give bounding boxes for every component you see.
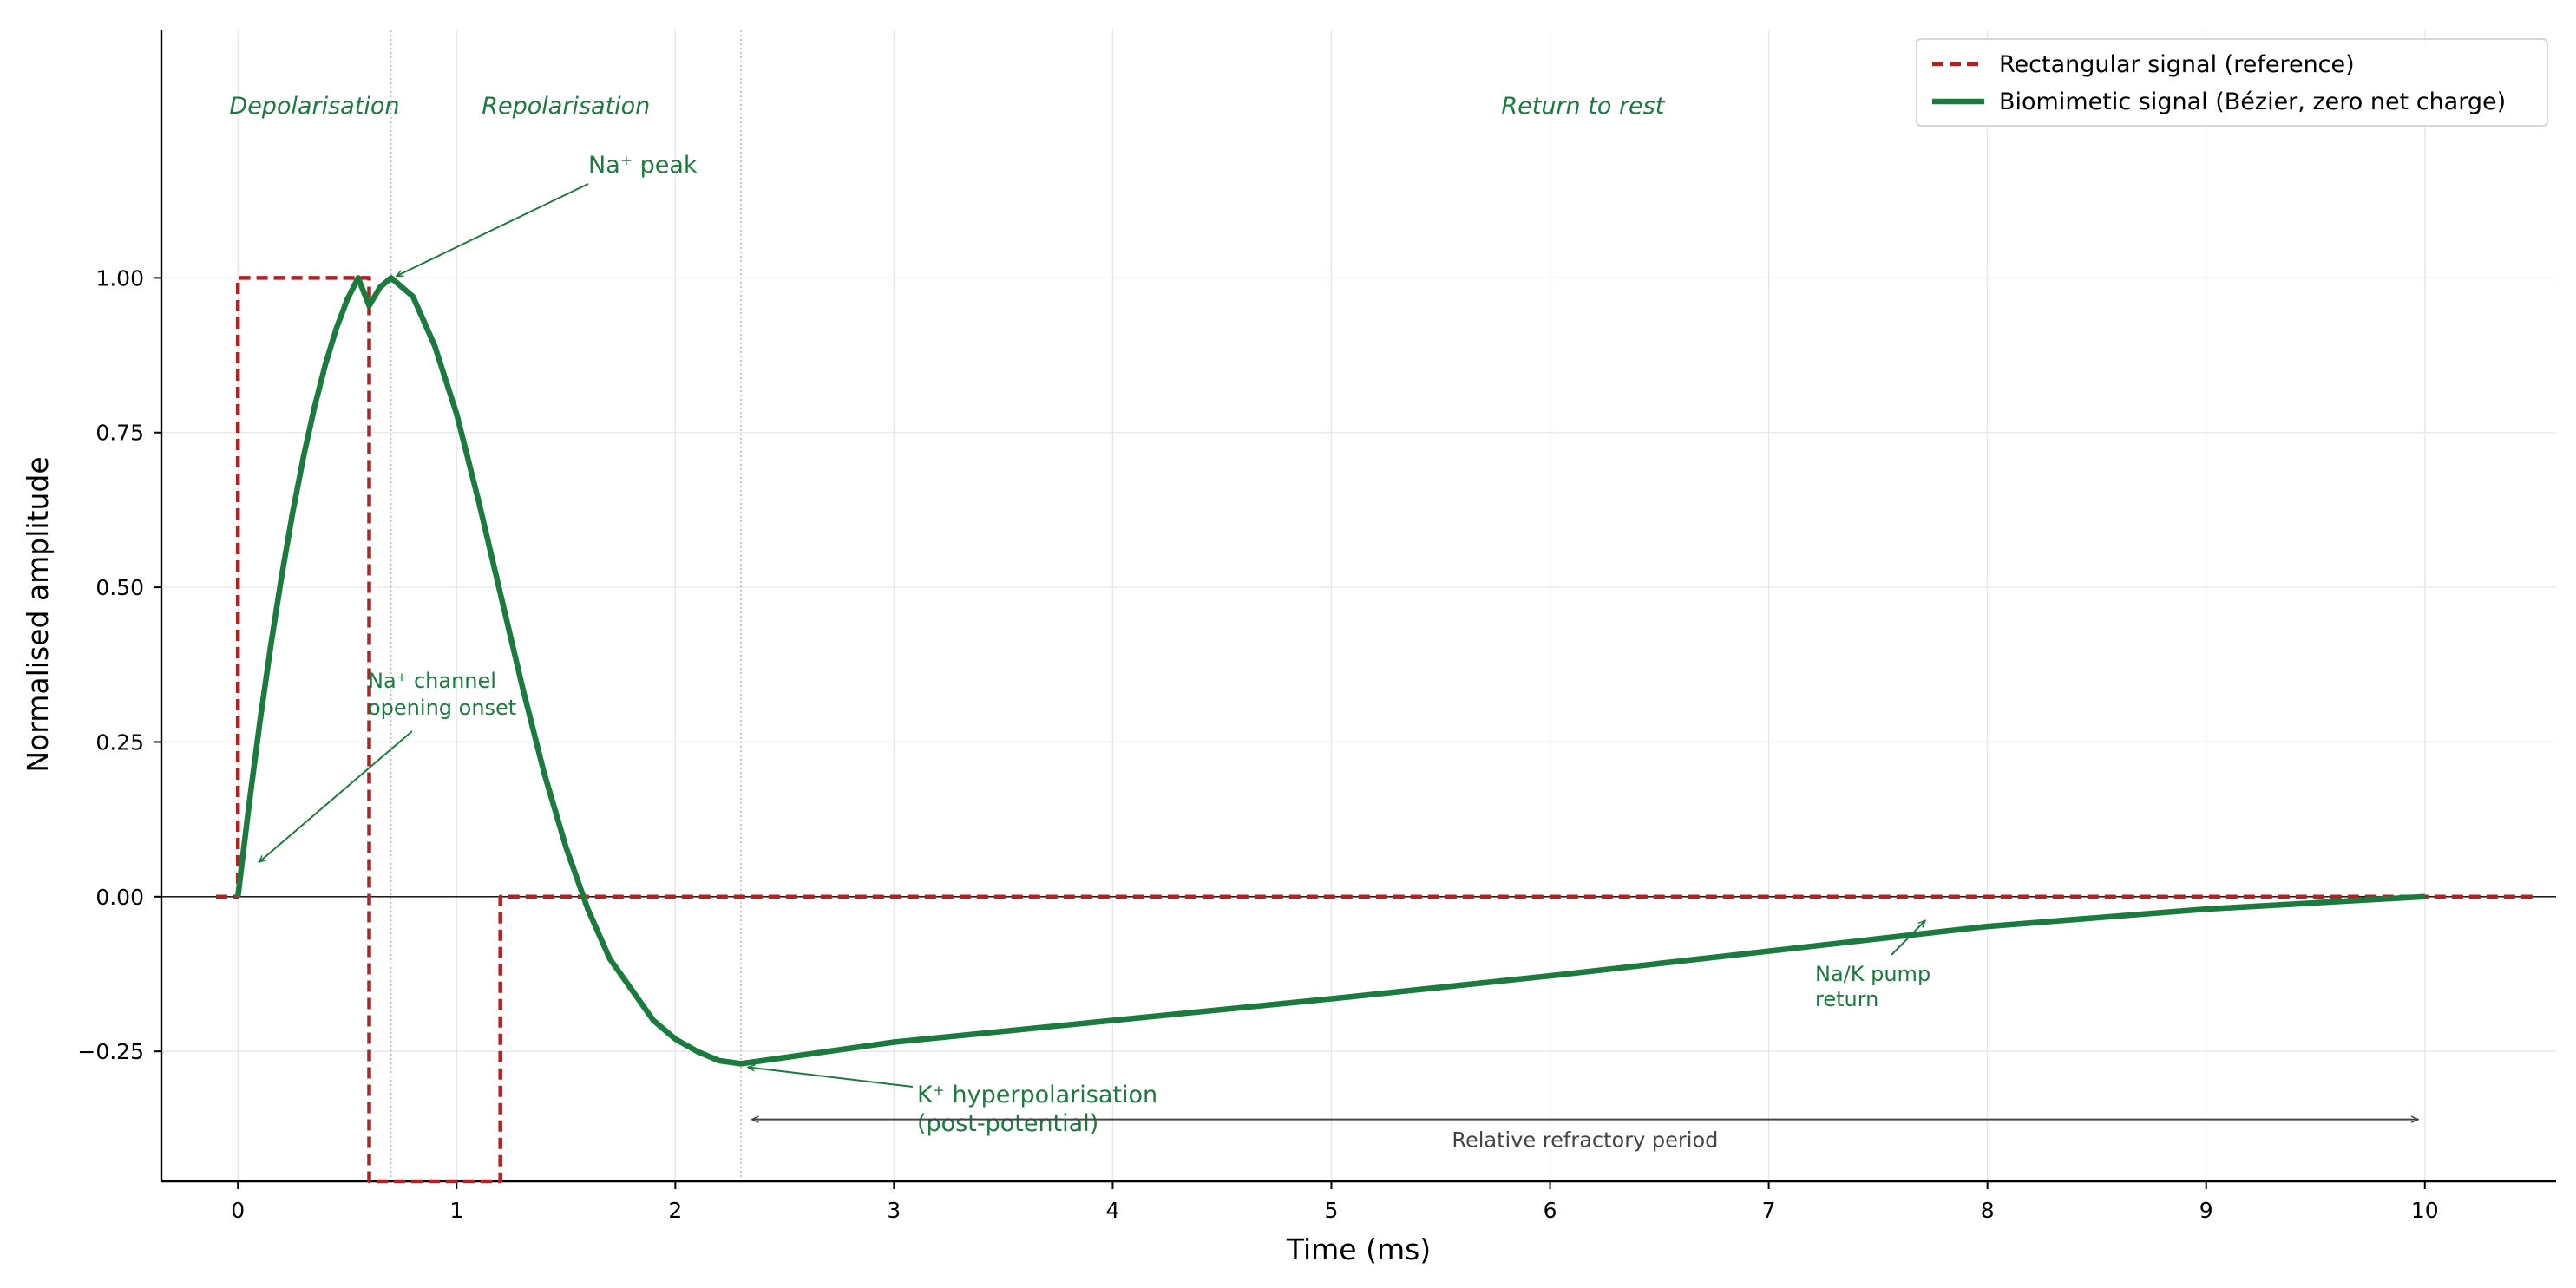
- axes: 0 1 2 3 4 5 6 7 8 9 10 −0.25 0.00 0.25 0.50 0.75 1.00 Tim…: [21, 30, 2556, 1266]
- k-hyperpolarisation-label: K⁺ hyperpolarisation (post-potential): [917, 1082, 1157, 1137]
- k-hyperpolarisation-arrow: [748, 1067, 914, 1088]
- rectangular-signal-line: [216, 276, 2534, 1184]
- na-channel-label: Na⁺ channel opening onset: [368, 669, 516, 720]
- y-tick-label: −0.25: [77, 1039, 144, 1064]
- legend: Rectangular signal (reference) Biomimetic…: [1916, 38, 2548, 127]
- x-tick-label: 9: [2199, 1198, 2213, 1223]
- na-k-pump-label: Na/K pump return: [1815, 962, 1930, 1011]
- y-tick-label: 0.00: [95, 885, 144, 910]
- y-tick-label: 0.75: [95, 421, 144, 446]
- x-tick-label: 6: [1544, 1198, 1557, 1223]
- phase-label: Depolarisation: [229, 93, 399, 120]
- na-peak-label: Na⁺ peak: [588, 152, 698, 179]
- x-tick-label: 7: [1762, 1198, 1776, 1223]
- legend-label-rectangular: Rectangular signal (reference): [1999, 51, 2355, 78]
- x-axis-label: Time (ms): [1286, 1232, 1431, 1266]
- x-tick-label: 3: [887, 1198, 901, 1223]
- x-tick-label: 1: [449, 1198, 463, 1223]
- phase-label: Return to rest: [1501, 93, 1665, 120]
- x-tick-label: 2: [668, 1198, 682, 1223]
- x-tick-label: 4: [1105, 1198, 1119, 1223]
- refractory-span-label: Relative refractory period: [1452, 1128, 1718, 1153]
- series-layer: [216, 275, 2534, 1184]
- annotations: Depolarisation Repolarisation Return to re…: [229, 93, 2418, 1153]
- y-axis-label: Normalised amplitude: [21, 456, 55, 772]
- legend-label-biomimetic: Biomimetic signal (Bézier, zero net char…: [1999, 88, 2506, 115]
- x-tick-label: 0: [231, 1198, 245, 1223]
- y-tick-label: 0.25: [95, 729, 144, 755]
- y-tick-label: 1.00: [95, 265, 144, 291]
- x-tick-label: 10: [2411, 1198, 2439, 1223]
- na-peak-arrow: [397, 183, 589, 278]
- y-tick-label: 0.50: [95, 575, 144, 600]
- grid: [161, 30, 2556, 1181]
- phase-label: Repolarisation: [482, 93, 650, 120]
- legend-box: [1916, 38, 2548, 127]
- biomimetic-signal-line: [234, 275, 2425, 1067]
- x-tick-label: 8: [1981, 1198, 1995, 1223]
- na-k-pump-arrow: [1891, 920, 1925, 956]
- na-channel-arrow: [259, 730, 413, 862]
- x-tick-label: 5: [1325, 1198, 1339, 1223]
